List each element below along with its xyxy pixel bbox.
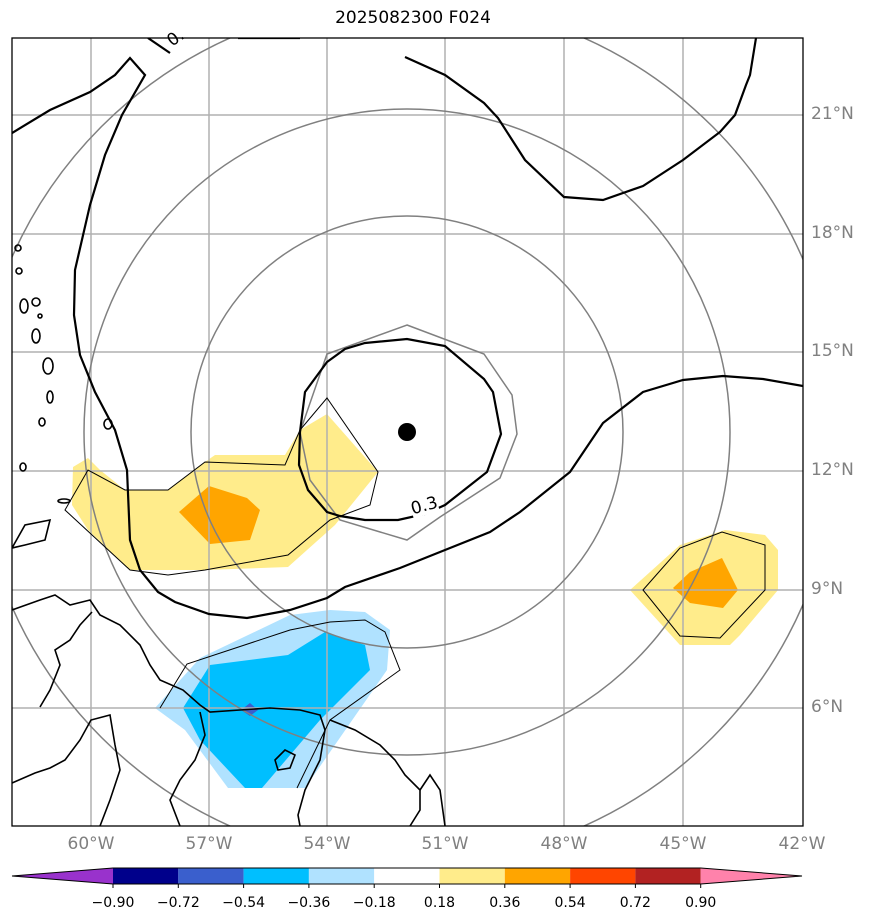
lon-label: 42°W (778, 834, 826, 854)
colorbar-tick-label: 0.90 (685, 895, 717, 911)
coastlines (12, 244, 446, 826)
colorbar-tick-label: 0.36 (489, 895, 521, 911)
colorbar-segment (504, 868, 571, 884)
storm-center-marker (398, 423, 416, 441)
thick-contours (12, 38, 803, 620)
lat-label: 9°N (811, 579, 844, 599)
colorbar-segment (178, 868, 244, 884)
lat-label: 6°N (811, 697, 844, 717)
negative-anomaly-mid (183, 632, 370, 788)
colorbar-segment (374, 868, 440, 884)
lon-label: 51°W (421, 834, 469, 854)
lat-label: 21°N (811, 104, 854, 124)
colorbar (11, 867, 803, 888)
lon-label: 48°W (540, 834, 588, 854)
colorbar-extend-low (12, 868, 113, 884)
lon-label: 60°W (67, 834, 115, 854)
colorbar-segment (243, 868, 309, 884)
colorbar-segment (113, 868, 179, 884)
colorbar-tick-label: −0.90 (91, 895, 135, 911)
thin-contours (64, 397, 766, 789)
colorbar-segment (439, 868, 505, 884)
colorbar-tick-label: 0.54 (554, 895, 586, 911)
colorbar-tick-label: 0.18 (423, 895, 456, 911)
colorbar-tick-label: −0.18 (352, 895, 396, 911)
colorbar-segment (635, 868, 701, 884)
lat-label: 18°N (811, 223, 854, 243)
map-title: 2025082300 F024 (335, 8, 491, 28)
colorbar-segment (308, 868, 375, 884)
lat-label: 12°N (811, 460, 854, 480)
lon-label: 45°W (659, 834, 707, 854)
gridlines (12, 38, 803, 826)
colorbar-segment (570, 868, 636, 884)
colorbar-tick-label: 0.72 (619, 895, 651, 911)
colorbar-extend-high (700, 868, 802, 884)
colorbar-tick-label: −0.54 (222, 895, 266, 911)
lon-label: 54°W (303, 834, 351, 854)
range-rings (12, 38, 803, 826)
colorbar-tick-label: −0.72 (156, 895, 200, 911)
colorbar-tick-label: −0.36 (287, 895, 331, 911)
plot-frame (11, 37, 804, 827)
lon-label: 57°W (185, 834, 233, 854)
positive-anomaly-mid (179, 486, 260, 544)
positive-anomaly-mid-east (673, 558, 738, 608)
lat-label: 15°N (811, 341, 854, 361)
